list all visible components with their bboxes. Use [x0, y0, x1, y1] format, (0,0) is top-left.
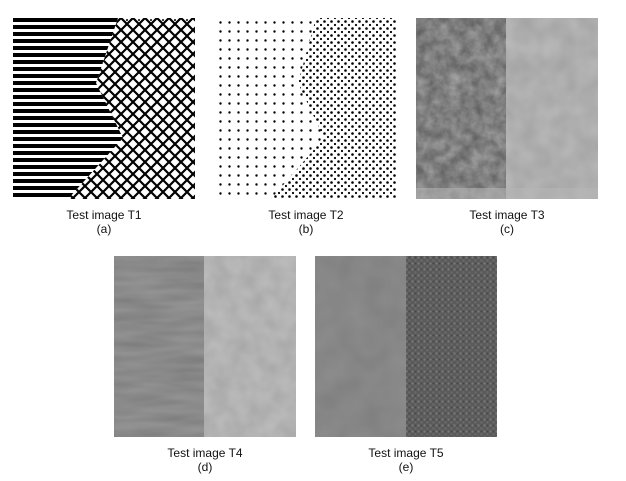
caption-label: (b) — [298, 222, 314, 236]
test-image-t2 — [216, 18, 396, 199]
test-image-t3 — [416, 18, 598, 199]
caption-c: Test image T3 (c) — [407, 208, 607, 236]
caption-a: Test image T1 (a) — [4, 208, 204, 236]
caption-label: (a) — [96, 222, 112, 236]
caption-title: Test image T1 — [66, 208, 142, 222]
test-image-t5-graphic — [315, 256, 497, 437]
caption-label: (c) — [500, 222, 514, 236]
test-image-t3-graphic — [416, 18, 598, 199]
test-image-t2-graphic — [216, 18, 396, 199]
caption-title: Test image T3 — [469, 208, 545, 222]
caption-title: Test image T4 — [167, 446, 243, 460]
caption-title: Test image T2 — [268, 208, 344, 222]
caption-b: Test image T2 (b) — [206, 208, 406, 236]
texture-right — [406, 256, 497, 437]
caption-label: (d) — [197, 460, 213, 474]
test-image-t5 — [315, 256, 497, 437]
stripe-region — [13, 18, 123, 199]
dense-dot-region — [271, 18, 396, 199]
test-image-t4-graphic — [114, 256, 296, 437]
crosshatch-region — [68, 18, 195, 199]
test-image-t4 — [114, 256, 296, 437]
test-image-t1 — [13, 18, 195, 199]
sparse-dot-region — [216, 18, 324, 199]
caption-d: Test image T4 (d) — [105, 446, 305, 474]
test-image-t1-graphic — [13, 18, 195, 199]
caption-title: Test image T5 — [368, 446, 444, 460]
caption-label: (e) — [398, 460, 414, 474]
caption-e: Test image T5 (e) — [306, 446, 506, 474]
